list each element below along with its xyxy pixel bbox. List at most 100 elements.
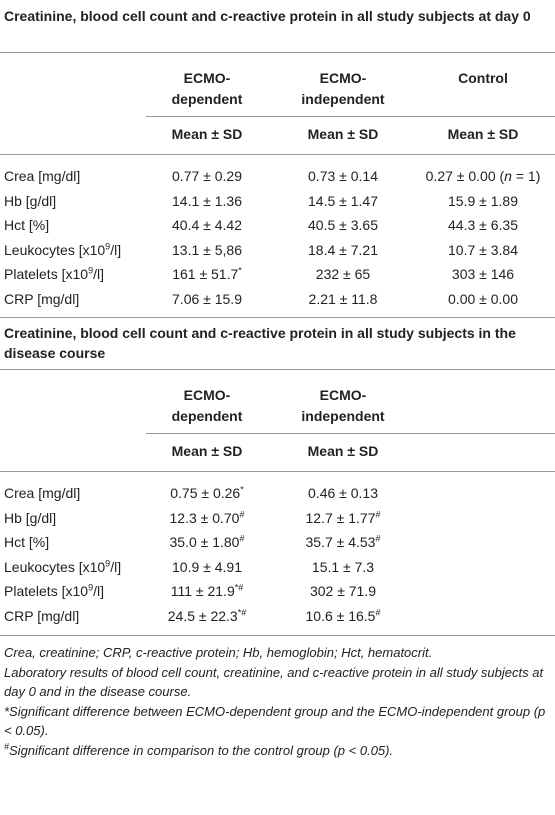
text: /l] [110,241,122,258]
superscript: 9 [88,265,94,276]
row-label: Crea [mg/dl] [4,167,80,185]
subheader: Mean ± SD [307,443,379,459]
superscript: # [239,508,245,519]
text: 14.1 ± 1.36 [172,192,242,209]
cell: 44.3 ± 6.35 [408,216,555,234]
rule [0,369,555,370]
text: Crea, creatinine; CRP, c-reactive protei… [4,645,433,660]
cell: 13.1 ± 5,86 [132,241,282,259]
text: Hct [%] [4,217,50,233]
text: Crea [mg/dl] [4,168,81,184]
superscript: # [375,533,381,544]
cell: 14.5 ± 1.47 [268,192,418,210]
text: 18.4 ± 7.21 [308,241,378,258]
cell: 0.27 ± 0.00 (n = 1) [408,167,555,185]
table-title: Creatinine, blood cell count and c-react… [4,325,516,361]
row-label: Hct [%] [4,533,49,551]
superscript: 9 [105,557,111,568]
cell: 161 ± 51.7* [132,265,282,283]
column-header: ECMO-independent [301,70,385,107]
rule [0,471,555,472]
text: 40.5 ± 3.65 [308,217,378,233]
subheader: Mean ± SD [171,126,243,142]
text: 35.7 ± 4.53 [305,534,376,550]
superscript: * [240,484,244,495]
row-label: Crea [mg/dl] [4,484,80,502]
text: Platelets [x10 [4,583,89,599]
cell: 10.6 ± 16.5# [268,607,418,625]
text: 232 ± 65 [315,266,371,282]
row-label: Platelets [x109/l] [4,582,104,600]
text: /l] [93,583,104,599]
text: 303 ± 146 [451,266,515,282]
cell: 10.9 ± 4.91 [132,558,282,576]
text: Hb [g/dl] [4,192,57,209]
cell: 302 ± 71.9 [268,582,418,600]
text: /l] [93,266,104,282]
text: 0.77 ± 0.29 [172,168,242,184]
cell: 12.7 ± 1.77# [268,509,418,527]
superscript: * [238,265,242,276]
cell: 111 ± 21.9*# [132,582,282,600]
text: 0.46 ± 0.13 [308,485,378,501]
row-label: Platelets [x109/l] [4,265,104,283]
text: Crea [mg/dl] [4,485,81,501]
text: 44.3 ± 6.35 [448,217,518,233]
italic: n [504,168,512,184]
row-label: Hct [%] [4,216,49,234]
text: 15.9 ± 1.89 [448,192,518,209]
subheader: Mean ± SD [447,126,519,142]
rule [0,635,555,636]
cell: 0.75 ± 0.26* [132,484,282,502]
text: 14.5 ± 1.47 [308,192,378,209]
row-label: Leukocytes [x109/l] [4,241,121,259]
text: Hb [g/dl] [4,509,57,526]
row-label: CRP [mg/dl] [4,290,79,308]
cell: 18.4 ± 7.21 [268,241,418,259]
column-header: ECMO-dependent [171,70,243,107]
footnote: Crea, creatinine; CRP, c-reactive protei… [4,643,549,663]
text: 24.5 ± 22.3 [167,607,238,624]
text: 7.06 ± 15.9 [172,290,242,307]
superscript: *# [234,582,244,593]
cell: 0.77 ± 0.29 [132,167,282,185]
text: CRP [mg/dl] [4,290,80,307]
rule [146,116,555,117]
column-header: ECMO-independent [301,387,385,424]
text: = 1) [511,168,541,184]
text: 35.0 ± 1.80 [169,534,240,550]
cell: 2.21 ± 11.8 [268,290,418,308]
text: 13.1 ± 5,86 [172,241,242,258]
text: Leukocytes [x10 [4,241,106,258]
text: 0.27 ± 0.00 ( [425,168,505,184]
footnote: *Significant difference between ECMO-dep… [4,702,549,741]
row-label: Leukocytes [x109/l] [4,558,121,576]
text: CRP [mg/dl] [4,607,80,624]
cell: 303 ± 146 [408,265,555,283]
cell: 12.3 ± 0.70# [132,509,282,527]
text: 0.75 ± 0.26 [170,485,241,501]
footnote: Laboratory results of blood cell count, … [4,663,549,702]
rule [0,317,555,318]
text: Significant difference in comparison to … [9,742,394,758]
text: 10.9 ± 4.91 [172,558,242,575]
text: 161 ± 51.7 [172,266,239,282]
cell: 0.00 ± 0.00 [408,290,555,308]
cell: 24.5 ± 22.3*# [132,607,282,625]
cell: 0.46 ± 0.13 [268,484,418,502]
text: 0.73 ± 0.14 [308,168,378,184]
text: 10.7 ± 3.84 [448,241,518,258]
text: 12.3 ± 0.70 [169,509,240,526]
rule [0,154,555,155]
table-title: Creatinine, blood cell count and c-react… [4,8,531,24]
row-label: CRP [mg/dl] [4,607,79,625]
column-header: ECMO-dependent [171,387,243,424]
cell: 35.0 ± 1.80# [132,533,282,551]
footnote: #Significant difference in comparison to… [4,741,549,761]
text: Platelets [x10 [4,266,89,282]
superscript: *# [237,606,247,617]
cell: 40.4 ± 4.42 [132,216,282,234]
superscript: # [4,741,10,752]
subheader: Mean ± SD [171,443,243,459]
